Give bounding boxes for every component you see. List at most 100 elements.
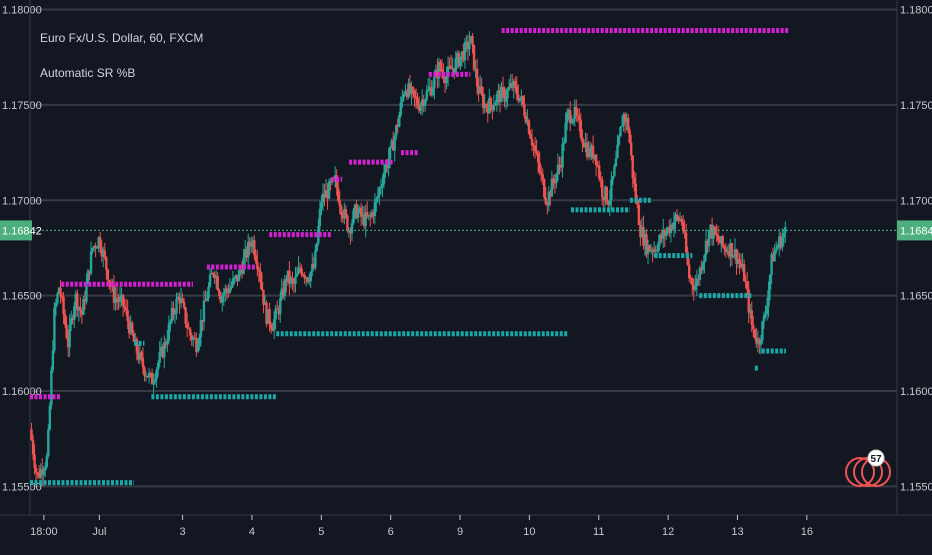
candle-body <box>739 263 743 268</box>
candle-body <box>103 250 106 258</box>
candle-body <box>274 308 277 320</box>
candle-body <box>190 335 193 341</box>
candle-body <box>231 278 235 286</box>
candle-body <box>149 373 152 375</box>
candle-body <box>456 53 459 59</box>
candle-body <box>170 307 174 321</box>
candle-body <box>95 247 99 249</box>
candle-body <box>655 250 659 252</box>
candle-body <box>504 98 508 102</box>
candle-body <box>143 367 146 376</box>
candle-body <box>514 81 517 86</box>
candle-body <box>300 268 303 275</box>
candle-body <box>753 329 757 338</box>
candle-body <box>161 346 164 358</box>
candle-body <box>208 274 212 287</box>
candle-body <box>253 240 256 256</box>
candle-body <box>466 41 470 50</box>
candle-body <box>192 337 195 341</box>
candle-body <box>100 248 103 257</box>
candle-body <box>716 235 720 241</box>
candle-body <box>741 264 744 268</box>
candle-body <box>510 83 514 89</box>
candle-body <box>468 42 471 50</box>
candle-body <box>347 230 351 232</box>
candle-body <box>83 299 87 302</box>
candles-group <box>30 31 787 487</box>
candle-body <box>573 106 576 120</box>
candle-body <box>640 226 644 237</box>
candle-body <box>272 319 276 332</box>
candle-body <box>543 179 546 198</box>
candle-body <box>309 271 312 282</box>
candle-body <box>414 96 418 99</box>
candle-body <box>744 281 747 283</box>
candle-body <box>195 338 198 352</box>
candle-body <box>779 236 782 248</box>
candle-body <box>529 133 532 139</box>
candle-body <box>718 240 721 244</box>
candle-body <box>709 224 712 231</box>
candle-body <box>169 320 172 324</box>
candle-body <box>562 142 566 144</box>
candle-body <box>546 203 549 206</box>
candle-body <box>266 309 270 324</box>
candle-body <box>764 314 767 316</box>
candle-body <box>399 101 402 116</box>
candle-body <box>604 186 607 200</box>
candle-body <box>578 116 581 121</box>
candle-body <box>729 243 732 257</box>
candle-body <box>152 381 155 385</box>
candle-body <box>337 187 340 201</box>
candle-body <box>701 262 705 271</box>
candle-body <box>672 222 676 230</box>
x-tick-label: 18:00 <box>30 526 58 538</box>
candle-body <box>555 173 558 184</box>
candle-body <box>234 275 238 278</box>
candle-body <box>649 250 653 252</box>
candle-body <box>745 281 749 290</box>
candle-body <box>631 155 634 179</box>
candle-body <box>602 197 605 200</box>
last-price-tag-left <box>0 220 32 241</box>
candle-body <box>770 254 773 276</box>
candle-body <box>663 230 666 236</box>
candle-body <box>495 94 499 103</box>
candle-body <box>282 288 285 296</box>
candle-body <box>301 274 305 276</box>
candle-body <box>85 283 88 302</box>
candle-body <box>736 259 740 264</box>
candle-body <box>251 240 254 246</box>
candle-body <box>123 305 126 308</box>
candle-body <box>491 105 494 111</box>
candle-body <box>353 204 357 211</box>
candle-body <box>114 297 117 303</box>
candle-body <box>312 264 316 268</box>
candle-body <box>662 230 665 239</box>
candle-body <box>57 287 61 294</box>
candle-body <box>74 293 77 307</box>
candle-body <box>677 216 680 221</box>
y-tick-label-right: 1.16500 <box>900 291 932 303</box>
candle-body <box>120 294 123 297</box>
candle-body <box>417 106 421 111</box>
candle-body <box>637 204 641 226</box>
candle-body <box>225 288 229 291</box>
candle-body <box>211 273 215 275</box>
candle-body <box>80 310 84 315</box>
candle-body <box>675 214 679 217</box>
candle-body <box>166 340 169 345</box>
last-price-label-left: 1.16842 <box>2 225 42 237</box>
candle-body <box>216 276 219 291</box>
candle-body <box>694 286 697 290</box>
indicator-label[interactable]: Automatic SR %B <box>40 66 136 80</box>
candle-body <box>112 285 116 303</box>
candle-body <box>288 270 291 284</box>
candle-body <box>515 85 518 95</box>
candle-body <box>715 233 718 236</box>
candle-body <box>306 277 309 282</box>
candle-body <box>416 98 419 107</box>
candle-body <box>164 342 168 345</box>
